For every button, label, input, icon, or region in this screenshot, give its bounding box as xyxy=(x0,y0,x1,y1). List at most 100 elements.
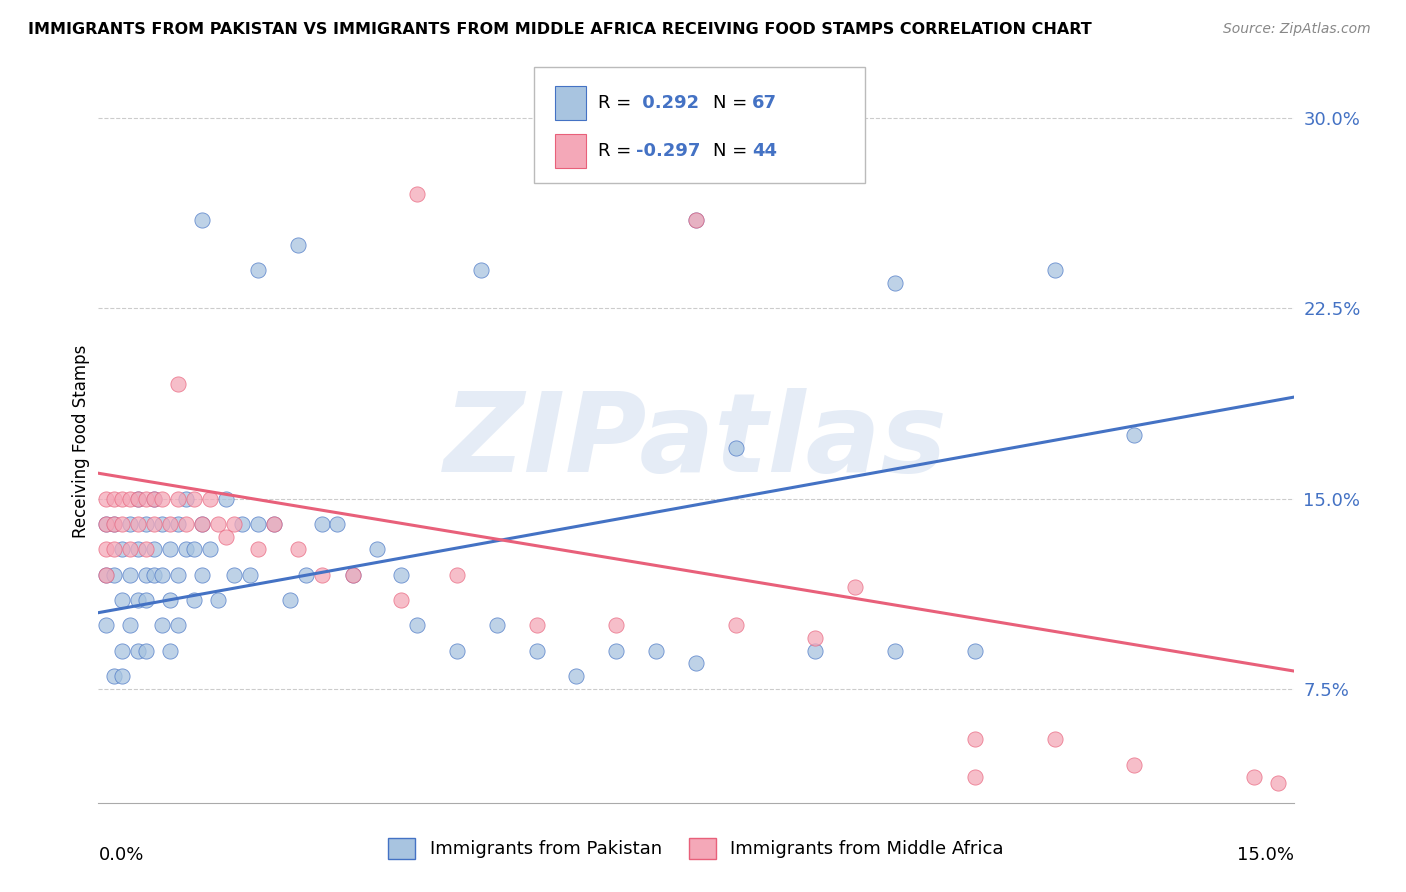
Point xyxy=(103,516,125,531)
Point xyxy=(127,643,149,657)
Point xyxy=(963,771,986,785)
Point xyxy=(231,516,253,531)
Point xyxy=(167,377,190,392)
Point xyxy=(150,516,173,531)
Point xyxy=(724,618,747,632)
Point xyxy=(198,491,221,506)
Point xyxy=(167,491,190,506)
Point xyxy=(239,567,262,582)
Point xyxy=(342,567,364,582)
Point xyxy=(246,542,269,557)
Point xyxy=(103,567,125,582)
Point xyxy=(263,516,285,531)
Text: 0.0%: 0.0% xyxy=(98,847,143,864)
Point xyxy=(167,567,190,582)
Point xyxy=(311,516,333,531)
Point xyxy=(605,618,627,632)
Point xyxy=(159,542,181,557)
Point xyxy=(685,212,707,227)
Point xyxy=(135,643,157,657)
Point xyxy=(191,212,214,227)
Point xyxy=(804,643,827,657)
Point xyxy=(287,238,309,252)
Point xyxy=(103,516,125,531)
Point xyxy=(1043,732,1066,747)
Point xyxy=(96,618,118,632)
Point xyxy=(565,669,588,683)
Point xyxy=(111,669,134,683)
Point xyxy=(215,530,238,544)
Point xyxy=(120,618,142,632)
Point xyxy=(96,516,118,531)
Point xyxy=(526,618,548,632)
Point xyxy=(222,567,245,582)
Point xyxy=(111,643,134,657)
Point xyxy=(96,516,118,531)
Point xyxy=(263,516,285,531)
Point xyxy=(685,212,707,227)
Point xyxy=(120,516,142,531)
Point xyxy=(645,643,668,657)
Point xyxy=(127,516,149,531)
Point xyxy=(884,643,907,657)
Text: IMMIGRANTS FROM PAKISTAN VS IMMIGRANTS FROM MIDDLE AFRICA RECEIVING FOOD STAMPS : IMMIGRANTS FROM PAKISTAN VS IMMIGRANTS F… xyxy=(28,22,1092,37)
Text: 15.0%: 15.0% xyxy=(1236,847,1294,864)
Point xyxy=(389,567,412,582)
Point xyxy=(1123,428,1146,442)
Point xyxy=(1043,263,1066,277)
Point xyxy=(278,593,301,607)
Point xyxy=(120,491,142,506)
Point xyxy=(963,643,986,657)
Point xyxy=(135,491,157,506)
Text: R =: R = xyxy=(598,94,637,112)
Point xyxy=(446,643,468,657)
Point xyxy=(605,643,627,657)
Point xyxy=(183,491,205,506)
Point xyxy=(167,516,190,531)
Point xyxy=(120,567,142,582)
Point xyxy=(963,732,986,747)
Point xyxy=(1267,775,1289,789)
Point xyxy=(96,542,118,557)
Point xyxy=(159,516,181,531)
Point xyxy=(150,491,173,506)
Point xyxy=(191,567,214,582)
Point xyxy=(342,567,364,582)
Point xyxy=(96,567,118,582)
Text: N =: N = xyxy=(713,94,752,112)
Text: 67: 67 xyxy=(752,94,778,112)
Point xyxy=(724,441,747,455)
Point xyxy=(685,657,707,671)
Point xyxy=(183,593,205,607)
Point xyxy=(207,593,229,607)
Point xyxy=(103,542,125,557)
Point xyxy=(191,516,214,531)
Y-axis label: Receiving Food Stamps: Receiving Food Stamps xyxy=(72,345,90,538)
Point xyxy=(174,491,197,506)
Point xyxy=(127,593,149,607)
Point xyxy=(406,618,429,632)
Point xyxy=(127,491,149,506)
Point xyxy=(143,491,166,506)
Point xyxy=(120,542,142,557)
Point xyxy=(804,631,827,645)
Point xyxy=(143,516,166,531)
Point xyxy=(246,516,269,531)
Text: 44: 44 xyxy=(752,142,778,160)
Point xyxy=(366,542,388,557)
Point xyxy=(198,542,221,557)
Point xyxy=(389,593,412,607)
Legend: Immigrants from Pakistan, Immigrants from Middle Africa: Immigrants from Pakistan, Immigrants fro… xyxy=(381,830,1011,866)
Point xyxy=(150,618,173,632)
Point xyxy=(246,263,269,277)
Point xyxy=(884,276,907,290)
Point xyxy=(222,516,245,531)
Point xyxy=(159,643,181,657)
Point xyxy=(326,516,349,531)
Point xyxy=(1243,771,1265,785)
Point xyxy=(844,580,866,594)
Point xyxy=(127,491,149,506)
Point xyxy=(143,542,166,557)
Point xyxy=(127,542,149,557)
Point xyxy=(103,491,125,506)
